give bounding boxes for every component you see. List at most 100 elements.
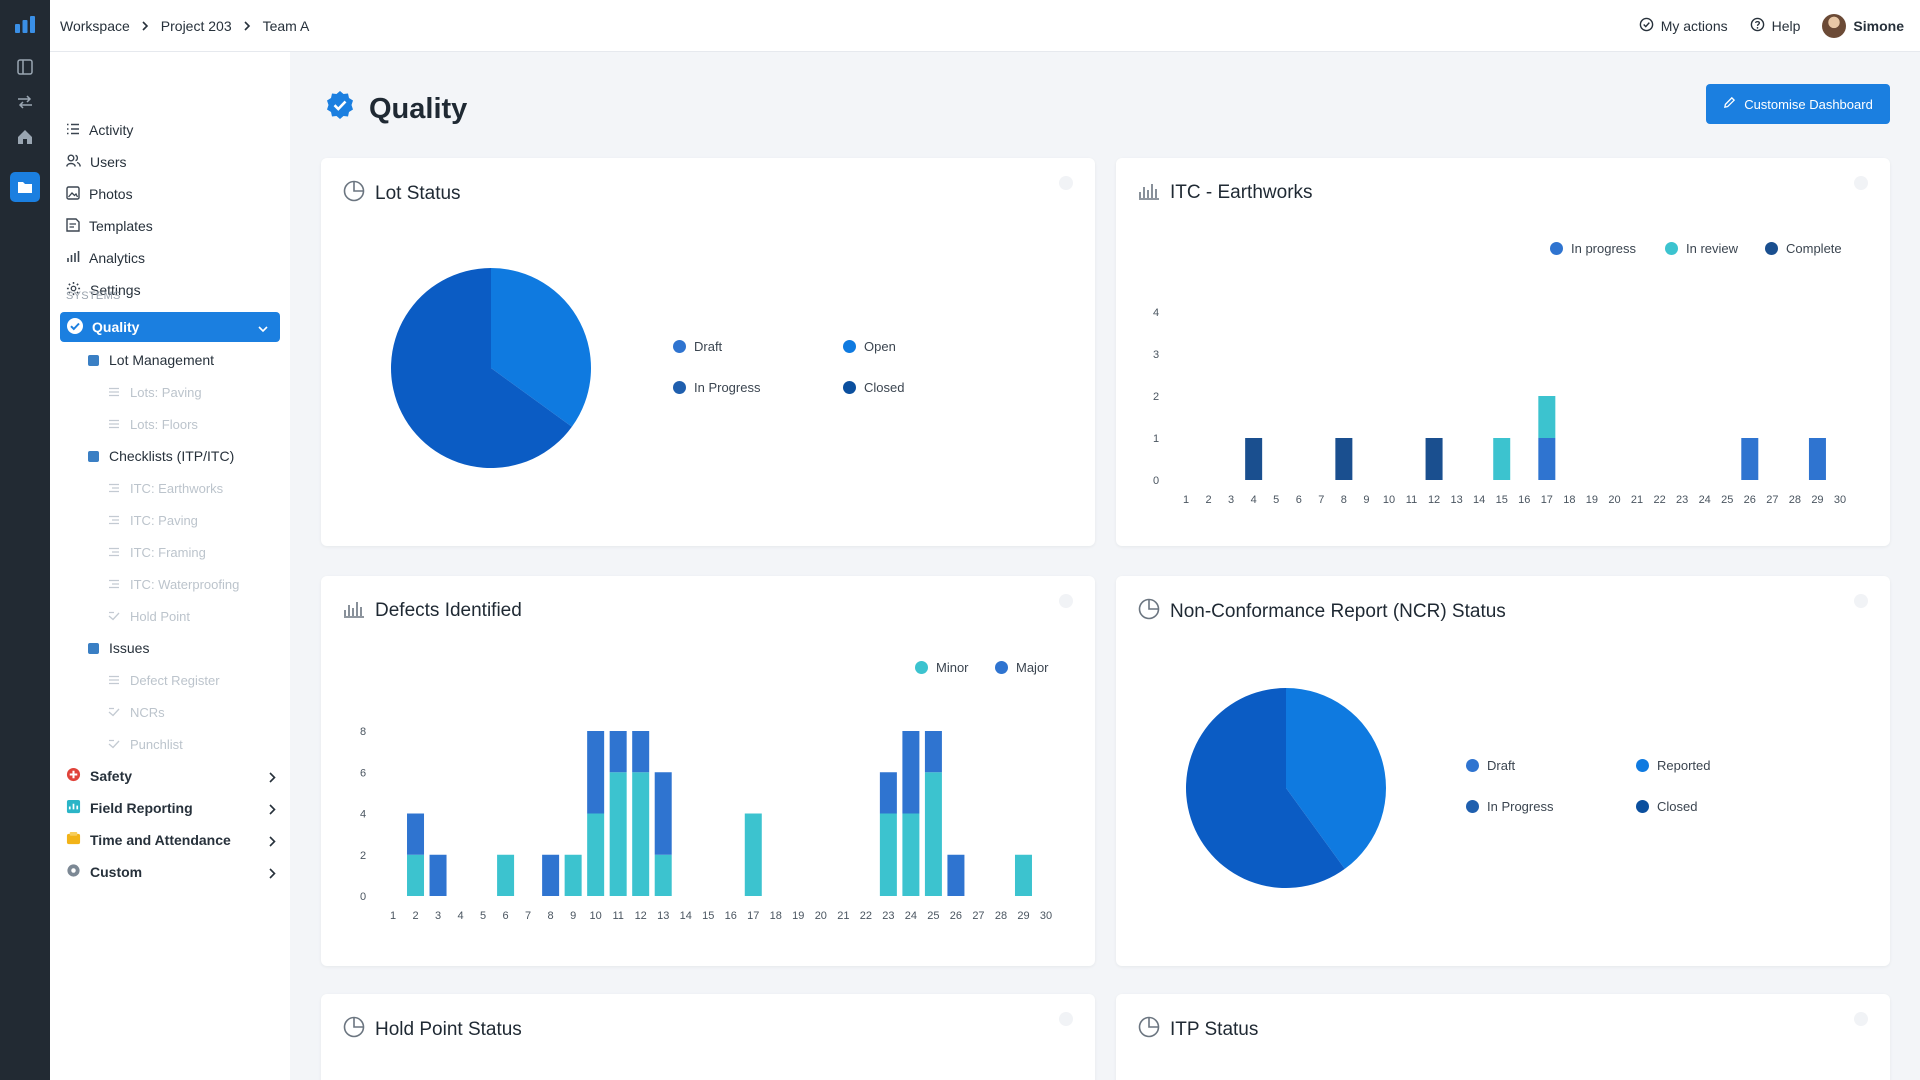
layout-icon[interactable] — [10, 52, 40, 82]
sidebar-item-quality[interactable]: Quality — [60, 312, 280, 342]
bar-major-10[interactable] — [587, 731, 605, 814]
sidebar-item-issues[interactable]: Issues — [88, 638, 149, 658]
my-actions-button[interactable]: My actions — [1639, 17, 1728, 35]
card-menu-icon[interactable] — [1854, 1012, 1868, 1026]
customise-dashboard-button[interactable]: Customise Dashboard — [1706, 84, 1890, 124]
sidebar-item-defect-register[interactable]: Defect Register — [108, 670, 220, 690]
sidebar-item-itc-earthworks[interactable]: ITC: Earthworks — [108, 478, 223, 498]
sidebar-item-itc-framing[interactable]: ITC: Framing — [108, 542, 206, 562]
bar-minor-17[interactable] — [744, 813, 762, 897]
sidebar-item-punchlist[interactable]: Punchlist — [108, 734, 183, 754]
legend-label: In Progress — [694, 380, 761, 395]
transfer-icon[interactable] — [10, 87, 40, 117]
chevron-right-icon — [269, 802, 276, 818]
card-menu-icon[interactable] — [1059, 176, 1073, 190]
bar-major-26[interactable] — [947, 854, 965, 896]
bar-minor-12[interactable] — [632, 772, 650, 896]
sidebar-group-custom[interactable]: Custom — [66, 861, 276, 883]
sidebar-item-checklists[interactable]: Checklists (ITP/ITC) — [88, 446, 234, 466]
sidebar-item-itc-waterproofing[interactable]: ITC: Waterproofing — [108, 574, 239, 594]
sidebar-item-settings[interactable]: Settings — [66, 279, 141, 301]
x-tick-label: 26 — [950, 910, 962, 922]
hold-point-card: Hold Point Status — [321, 994, 1095, 1080]
bar-in-review-15[interactable] — [1493, 438, 1511, 480]
sidebar-item-ncrs[interactable]: NCRs — [108, 702, 165, 722]
bar-minor-6[interactable] — [497, 854, 515, 896]
user-menu[interactable]: Simone — [1822, 14, 1904, 38]
card-menu-icon[interactable] — [1059, 1012, 1073, 1026]
bar-minor-13[interactable] — [654, 854, 672, 896]
bar-minor-24[interactable] — [902, 813, 920, 897]
app-logo-icon[interactable] — [10, 10, 40, 40]
sidebar-item-lot-management[interactable]: Lot Management — [88, 350, 214, 370]
itc-earthworks-card: ITC - Earthworks In progress In review C… — [1116, 158, 1890, 546]
sidebar-group-safety[interactable]: Safety — [66, 765, 276, 787]
breadcrumb-workspace[interactable]: Workspace — [60, 18, 130, 34]
home-icon[interactable] — [10, 122, 40, 152]
bar-minor-25[interactable] — [924, 772, 942, 896]
bar-minor-11[interactable] — [609, 772, 627, 896]
bar-in-progress-17[interactable] — [1538, 438, 1556, 480]
bar-major-11[interactable] — [609, 731, 627, 773]
bar-minor-29[interactable] — [1014, 854, 1032, 896]
bar-minor-10[interactable] — [587, 813, 605, 897]
pie-slice-reported[interactable] — [1286, 688, 1386, 869]
bar-complete-8[interactable] — [1335, 438, 1353, 480]
sidebar-item-hold-point[interactable]: Hold Point — [108, 606, 190, 626]
bar-major-2[interactable] — [407, 813, 425, 855]
sidebar-group-field-reporting[interactable]: Field Reporting — [66, 797, 276, 819]
sidebar-item-lots-paving[interactable]: Lots: Paving — [108, 382, 202, 402]
x-tick-label: 15 — [702, 910, 714, 922]
sidebar-item-itc-paving[interactable]: ITC: Paving — [108, 510, 198, 530]
bar-in-progress-26[interactable] — [1741, 438, 1759, 480]
sidebar-item-analytics[interactable]: Analytics — [66, 247, 145, 269]
pie-slice-closed[interactable] — [391, 268, 572, 469]
bar-minor-23[interactable] — [879, 813, 897, 897]
bar-minor-2[interactable] — [407, 854, 425, 896]
x-tick-label: 5 — [480, 910, 486, 922]
checklist-icon — [108, 577, 120, 592]
bar-major-23[interactable] — [879, 772, 897, 814]
bar-complete-12[interactable] — [1425, 438, 1443, 480]
legend-item-draft: Draft — [673, 339, 722, 354]
legend-swatch — [843, 381, 856, 394]
pie-slice-open[interactable] — [491, 268, 591, 427]
safety-icon — [66, 767, 81, 785]
bar-in-progress-29[interactable] — [1808, 438, 1826, 480]
bar-major-25[interactable] — [924, 731, 942, 773]
breadcrumb-team[interactable]: Team A — [262, 18, 310, 34]
y-tick-label: 0 — [1153, 475, 1159, 487]
pie-slice-closed[interactable] — [1186, 688, 1345, 888]
sidebar-item-templates[interactable]: Templates — [66, 215, 153, 237]
x-tick-label: 4 — [1251, 494, 1257, 506]
legend-item-complete: Complete — [1765, 241, 1842, 256]
sidebar-item-users[interactable]: Users — [66, 151, 127, 173]
custom-gear-icon — [66, 863, 81, 881]
bar-major-3[interactable] — [429, 854, 447, 896]
bar-complete-4[interactable] — [1245, 438, 1263, 480]
checklist-icon — [108, 513, 120, 528]
bar-major-8[interactable] — [542, 854, 560, 896]
sidebar-item-photos[interactable]: Photos — [66, 183, 133, 205]
help-button[interactable]: Help — [1750, 17, 1800, 35]
bar-in-review-17[interactable] — [1538, 396, 1556, 438]
itc-title: ITC - Earthworks — [1170, 182, 1313, 203]
card-menu-icon[interactable] — [1854, 176, 1868, 190]
x-tick-label: 12 — [635, 910, 647, 922]
sidebar-group-label: Safety — [90, 768, 133, 784]
folder-icon[interactable] — [10, 172, 40, 202]
card-menu-icon[interactable] — [1059, 594, 1073, 608]
sidebar-item-lots-floors[interactable]: Lots: Floors — [108, 414, 198, 434]
x-tick-label: 25 — [1721, 494, 1733, 506]
bar-major-13[interactable] — [654, 772, 672, 855]
bar-major-12[interactable] — [632, 731, 650, 773]
users-icon — [66, 154, 81, 170]
sidebar-group-time-attendance[interactable]: Time and Attendance — [66, 829, 276, 851]
card-menu-icon[interactable] — [1854, 594, 1868, 608]
bar-minor-9[interactable] — [564, 854, 582, 896]
breadcrumb-project[interactable]: Project 203 — [160, 18, 232, 34]
sidebar-item-label: Settings — [90, 282, 141, 298]
bar-major-24[interactable] — [902, 731, 920, 814]
x-tick-label: 29 — [1811, 494, 1823, 506]
sidebar-item-activity[interactable]: Activity — [66, 119, 133, 141]
